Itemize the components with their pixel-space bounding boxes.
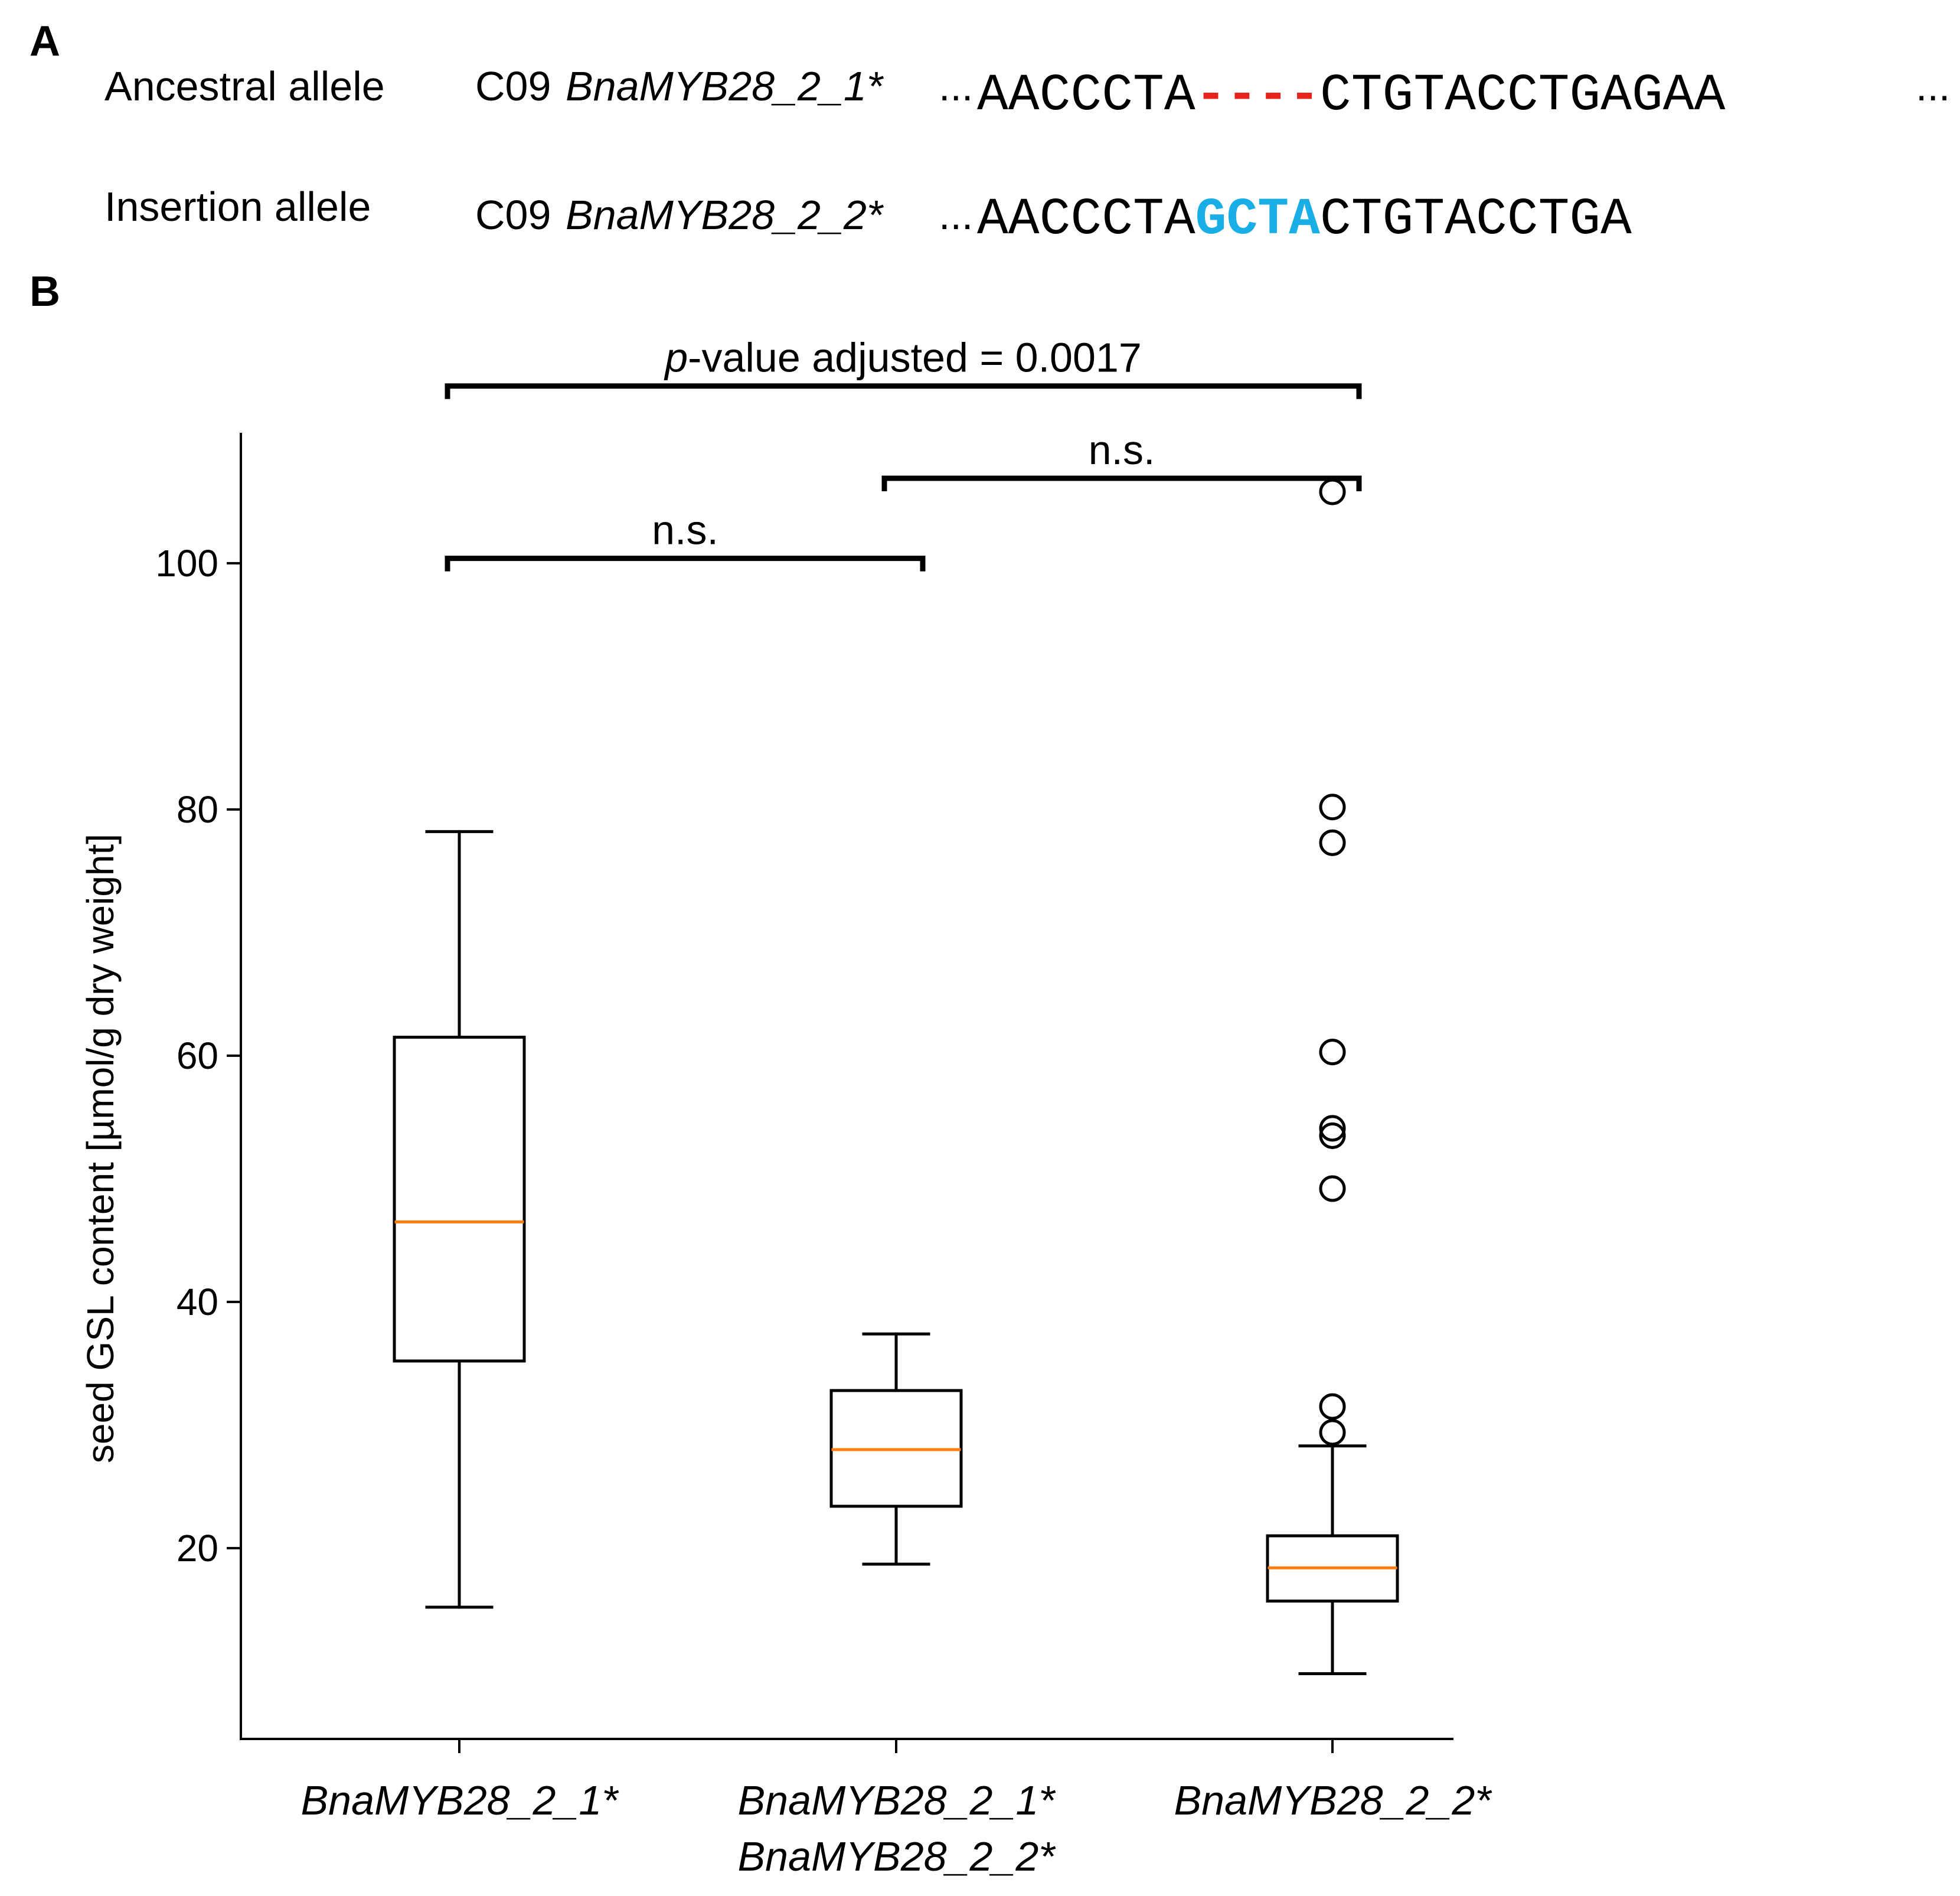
significance-label: p-value adjusted = 0.0017	[664, 335, 1142, 381]
box-plot: 20 40 60 80 100 seed GSL content [µmol/g dry …	[79, 335, 1492, 1879]
ancestral-gene: BnaMYB28_2_1*	[566, 63, 884, 109]
panel-b-label: B	[30, 268, 60, 315]
insertion-seq-left: AACCCTA	[977, 191, 1195, 249]
y-tick-label: 40	[177, 1281, 218, 1323]
outlier-point	[1319, 829, 1346, 856]
insertion-seq-prefix: ...	[939, 192, 973, 238]
y-tick-label: 60	[177, 1035, 218, 1077]
insertion-sequence: AACCCTAGCTACTGTACCTGA	[977, 191, 1632, 249]
x-tick-label: BnaMYB28_2_2*	[737, 1833, 1056, 1879]
significance-label: n.s.	[1089, 427, 1155, 473]
outlier-point	[1319, 1115, 1346, 1142]
ancestral-seq-suffix: ...	[1916, 63, 1950, 109]
outlier-point	[1319, 1419, 1346, 1446]
insertion-gene: BnaMYB28_2_2*	[566, 192, 884, 238]
ancestral-seq-right: CTGTACCTGAGAA	[1320, 67, 1726, 125]
x-tick-label: BnaMYB28_2_2*	[1174, 1777, 1492, 1823]
outlier-point	[1319, 1039, 1346, 1066]
y-tick-label: 80	[177, 788, 218, 831]
ancestral-seq-prefix: ...	[939, 63, 973, 109]
significance-bracket	[445, 383, 1362, 399]
x-tick-label: BnaMYB28_2_1*	[300, 1777, 619, 1823]
insertion-allele-label: Insertion allele	[104, 184, 371, 230]
y-axis-label: seed GSL content [µmol/g dry weight]	[79, 834, 122, 1463]
y-tick-label: 20	[177, 1527, 218, 1569]
insertion-seq-right: CTGTACCTGA	[1320, 191, 1632, 249]
outlier-point	[1319, 1393, 1346, 1420]
outlier-point	[1319, 1122, 1346, 1149]
x-tick-label: BnaMYB28_2_1*	[737, 1777, 1056, 1823]
ancestral-chrom: C09	[475, 63, 551, 109]
y-tick-label: 100	[155, 542, 218, 585]
insertion-chrom: C09	[475, 192, 551, 238]
ancestral-allele-label: Ancestral allele	[104, 63, 385, 109]
significance-bracket	[881, 475, 1362, 492]
ancestral-sequence: AACCCTA----CTGTACCTGAGAA	[977, 67, 1726, 125]
box-iqr	[393, 1036, 526, 1363]
significance-label: n.s.	[652, 507, 718, 553]
outlier-point	[1319, 1175, 1346, 1202]
ancestral-gap: ----	[1195, 67, 1320, 125]
significance-bracket	[445, 556, 926, 572]
ancestral-seq-left: AACCCTA	[977, 67, 1195, 125]
outlier-point	[1319, 478, 1346, 505]
outlier-point	[1319, 794, 1346, 821]
panel-a-label: A	[30, 18, 60, 65]
insertion-gcta: GCTA	[1195, 191, 1320, 249]
